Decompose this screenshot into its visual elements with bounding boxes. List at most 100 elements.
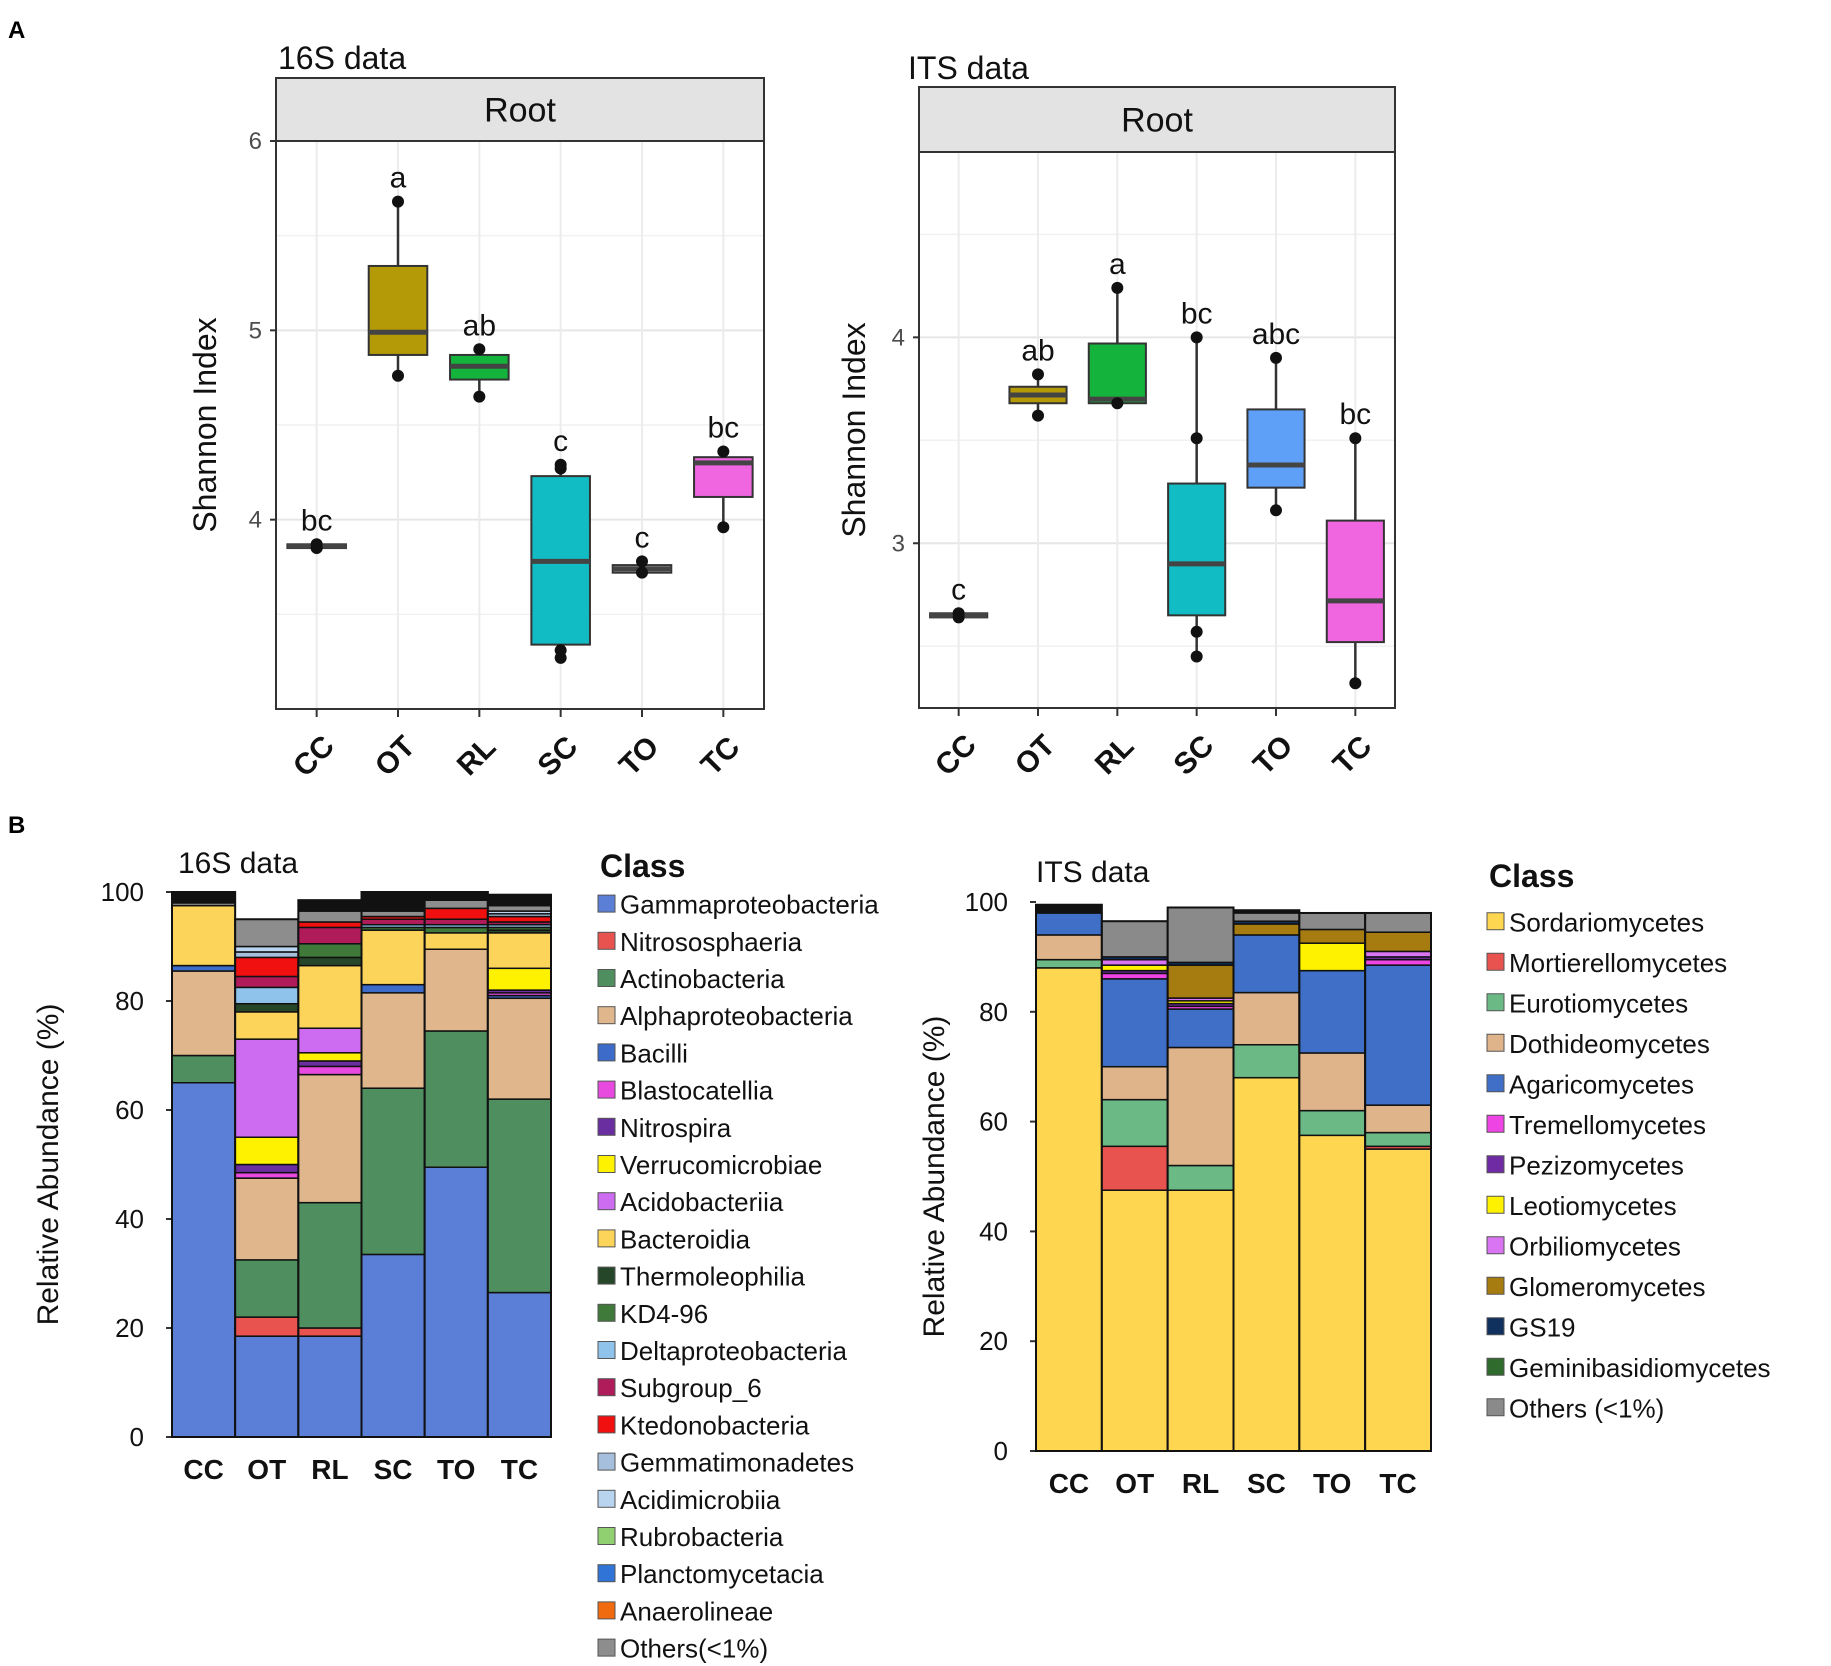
bar-segment-verrucomicrobiae: [487, 967, 552, 991]
y-tick-label: 4: [892, 324, 905, 351]
box-sc: [1167, 482, 1227, 617]
bar-segment-tremellomycetes: [1364, 958, 1432, 966]
bar-segment-dothideomycetes: [1298, 1052, 1366, 1112]
x-tick-label: TO: [1247, 729, 1299, 781]
legend-swatch: [1486, 1317, 1505, 1336]
y-tick-label: 3: [892, 530, 905, 557]
bar-segment-alphaproteobacteria: [171, 970, 236, 1057]
legend-label: Gemmatimonadetes: [620, 1448, 854, 1478]
bar-segment-blastocatellia: [234, 1171, 300, 1179]
box-to: [1246, 408, 1306, 489]
bar-segment-bacteroidia: [171, 904, 236, 967]
x-tick-label: CC: [183, 1454, 223, 1485]
bar-segment-alphaproteobacteria: [487, 997, 552, 1100]
x-tick-label: RL: [451, 730, 503, 782]
legend-swatch: [597, 1155, 616, 1173]
data-point: [1032, 409, 1044, 422]
legend-swatch: [1486, 1195, 1505, 1214]
legend-label: Thermoleophilia: [620, 1262, 806, 1292]
bar-segment-subgroup-6: [360, 918, 426, 926]
legend-swatch: [597, 1117, 616, 1136]
significance-letter: a: [390, 162, 407, 195]
legend-label: Bacilli: [620, 1038, 688, 1068]
legend-label: Gammaproteobacteria: [620, 890, 879, 920]
y-tick-label: 4: [249, 507, 262, 534]
bar-segment-agaricomycetes: [1232, 934, 1301, 994]
bar-segment-verrucomicrobiae: [297, 1052, 363, 1062]
legend-label: Eurotiomycetes: [1509, 988, 1688, 1018]
y-tick-label: 100: [101, 877, 144, 907]
bar-segment-others-1-: [1166, 906, 1235, 964]
bar-segment-others-1-: [423, 899, 489, 910]
bar-segment-bacteroidia: [423, 932, 489, 950]
y-tick-label: 0: [130, 1422, 144, 1452]
legend-swatch: [597, 894, 616, 913]
x-tick-label: TC: [1379, 1468, 1416, 1499]
bar-segment-unlabelled: [487, 893, 552, 907]
data-point: [636, 555, 648, 568]
bar-segment-thermoleophilia: [234, 1002, 300, 1013]
legend-label: Bacteroidia: [620, 1224, 751, 1254]
y-tick-label: 20: [979, 1326, 1008, 1356]
significance-letter: ab: [1021, 334, 1054, 367]
bar-segment-glomeromycetes: [1166, 964, 1235, 999]
legend-swatch: [1486, 1398, 1505, 1417]
legend-swatch: [1486, 952, 1505, 971]
legend-swatch: [597, 1303, 616, 1322]
legend-swatch: [597, 969, 616, 987]
bar-segment-eurotiomycetes: [1298, 1109, 1366, 1137]
bar-outline: [486, 893, 553, 1438]
legend-swatch: [597, 1452, 616, 1471]
legend-swatch: [597, 1527, 616, 1545]
bar-segment-subgroup-6: [297, 926, 363, 945]
bar-segment-glomeromycetes: [1298, 928, 1366, 944]
legend-label: KD4-96: [620, 1299, 708, 1329]
bar-segment-sordariomycetes: [1232, 1076, 1301, 1452]
data-point: [392, 369, 404, 382]
legend-label: Acidimicrobiia: [620, 1485, 781, 1515]
legend-label: Deltaproteobacteria: [620, 1336, 847, 1366]
x-tick-label: RL: [311, 1454, 348, 1485]
bar-segment-glomeromycetes: [1364, 931, 1432, 953]
legend-swatch: [597, 1229, 616, 1248]
significance-letter: c: [635, 521, 650, 554]
bar-segment-mortierellomycetes: [1101, 1145, 1169, 1191]
data-point: [1349, 432, 1362, 445]
bar-segment-sordariomycetes: [1166, 1189, 1235, 1452]
shannon-boxplot-its: ITS data Root 3 4 Shannon Index c CC ab OT a RL bc S…: [836, 50, 1396, 782]
bar-segment-leotiomycetes: [1101, 964, 1169, 972]
legend-swatch: [597, 1266, 616, 1285]
y-axis-label: Relative Abundance (%): [918, 1016, 951, 1338]
bar-segment-nitrososphaeria: [297, 1327, 363, 1337]
legend-swatch: [597, 1378, 616, 1397]
data-point: [473, 343, 486, 356]
bar-segment-eurotiomycetes: [1035, 958, 1103, 969]
x-tick-label: TO: [437, 1454, 475, 1485]
bar-segment-gammaproteobacteria: [234, 1335, 300, 1438]
legend-label: Verrucomicrobiae: [620, 1150, 822, 1180]
bar-segment-ktedonobacteria: [297, 921, 363, 929]
data-point: [554, 644, 567, 657]
data-point: [1190, 625, 1203, 638]
legend-swatch: [597, 1043, 616, 1062]
bar-segment-nitrospira: [297, 1060, 363, 1068]
bar-segment-others-1-: [297, 910, 363, 923]
bar-segment-acidobacteriia: [297, 1027, 363, 1054]
legend-title: Class: [1489, 858, 1574, 894]
legend-label: Mortierellomycetes: [1509, 948, 1727, 978]
bar-segment-dothideomycetes: [1035, 934, 1103, 961]
y-tick-label: 60: [115, 1095, 144, 1125]
bar-segment-alphaproteobacteria: [234, 1177, 300, 1261]
bar-segment-deltaproteobacteria: [234, 986, 300, 1005]
data-point: [1270, 351, 1282, 364]
data-point: [1111, 397, 1124, 410]
legend-swatch: [1486, 1276, 1505, 1295]
bar-segment-others-1-: [1232, 912, 1301, 922]
bar-segment-gammaproteobacteria: [297, 1335, 363, 1438]
x-tick-label: CC: [287, 729, 341, 783]
bar-segment-actinobacteria: [487, 1098, 552, 1294]
data-point: [1190, 331, 1203, 344]
bar-segment-kd4-96: [423, 926, 489, 934]
bar-segment-eurotiomycetes: [1101, 1098, 1169, 1148]
x-tick-label: OT: [1009, 729, 1062, 782]
